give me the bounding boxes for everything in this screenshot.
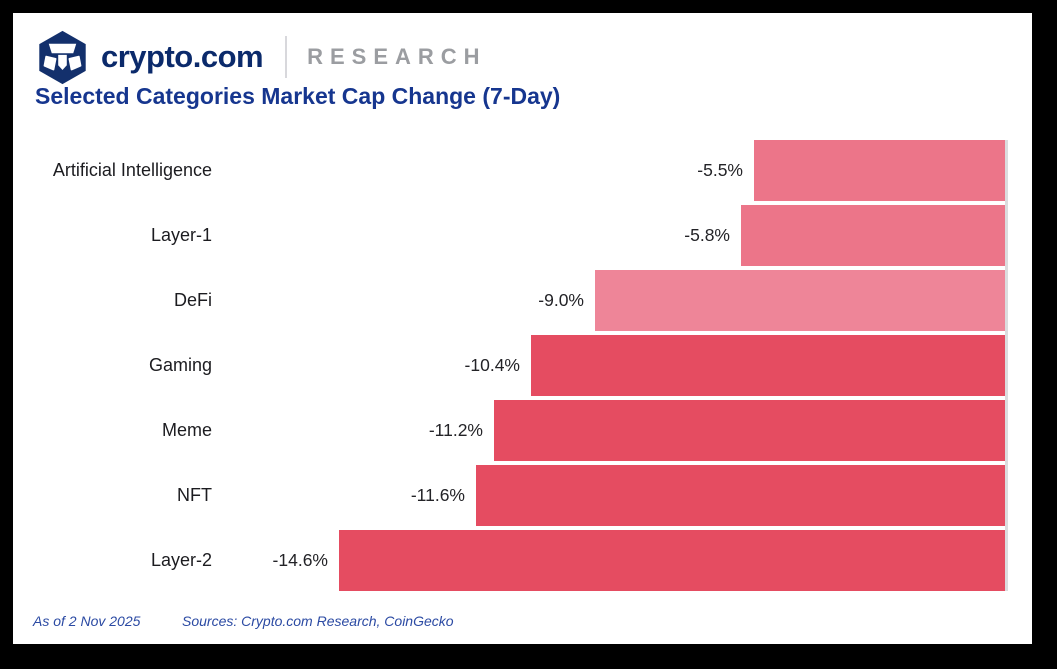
category-label: DeFi — [173, 290, 212, 310]
value-label: -9.0% — [538, 290, 584, 310]
value-label: -5.8% — [684, 225, 730, 245]
category-label: Artificial Intelligence — [52, 160, 212, 180]
category-label: Meme — [161, 420, 212, 440]
category-label: Gaming — [148, 355, 212, 375]
bar-chart: Artificial Intelligence -5.5% Layer-1 -5.8%… — [13, 140, 1032, 595]
bar — [494, 400, 1005, 461]
sources-note: Sources: Crypto.com Research, CoinGecko — [182, 613, 454, 629]
value-label: -14.6% — [272, 550, 328, 570]
bar — [595, 270, 1005, 331]
value-label: -10.4% — [464, 355, 520, 375]
research-label: RESEARCH — [307, 44, 487, 69]
chart-row: Meme -11.2% — [13, 400, 1032, 461]
logo-wordmark: crypto.com — [101, 39, 264, 74]
chart-row: Gaming -10.4% — [13, 335, 1032, 396]
category-label: NFT — [177, 485, 212, 505]
value-label: -5.5% — [697, 160, 743, 180]
chart-row: Artificial Intelligence -5.5% — [13, 140, 1032, 201]
bar — [741, 205, 1005, 266]
category-label: Layer-2 — [150, 550, 212, 570]
chart-title: Selected Categories Market Cap Change (7… — [35, 83, 561, 109]
chart-row: NFT -11.6% — [13, 465, 1032, 526]
bar — [339, 530, 1005, 591]
header-divider — [285, 36, 288, 78]
value-label: -11.6% — [410, 485, 465, 505]
category-label: Layer-1 — [150, 225, 212, 245]
zero-axis-line — [1005, 140, 1008, 591]
chart-canvas: crypto.com RESEARCH Selected Categories … — [13, 13, 1032, 644]
crypto-com-logo-icon — [39, 30, 86, 84]
bar — [754, 140, 1005, 201]
value-label: -11.2% — [428, 420, 483, 440]
bar — [476, 465, 1005, 526]
brand-header: crypto.com RESEARCH — [35, 29, 487, 85]
bar — [531, 335, 1005, 396]
chart-row: Layer-1 -5.8% — [13, 205, 1032, 266]
chart-row: DeFi -9.0% — [13, 270, 1032, 331]
as-of-date: As of 2 Nov 2025 — [33, 613, 141, 629]
chart-row: Layer-2 -14.6% — [13, 530, 1032, 591]
